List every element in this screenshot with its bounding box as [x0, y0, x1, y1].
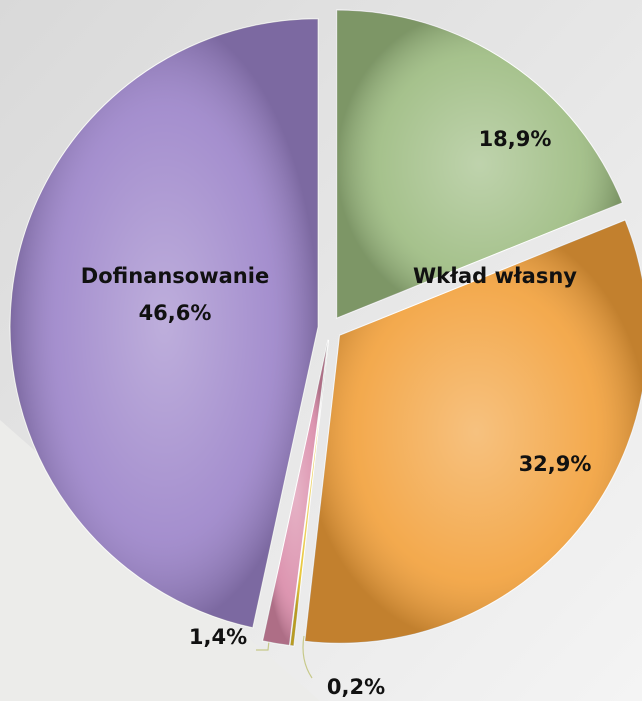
value-label: 32,9% — [519, 452, 592, 476]
value-label: 1,4% — [189, 625, 247, 649]
category-label: Wkład własny — [413, 264, 577, 288]
value-label: 18,9% — [479, 127, 552, 151]
category-label: Dofinansowanie — [81, 264, 269, 288]
value-label: 0,2% — [327, 675, 385, 699]
value-label: 46,6% — [139, 301, 212, 325]
